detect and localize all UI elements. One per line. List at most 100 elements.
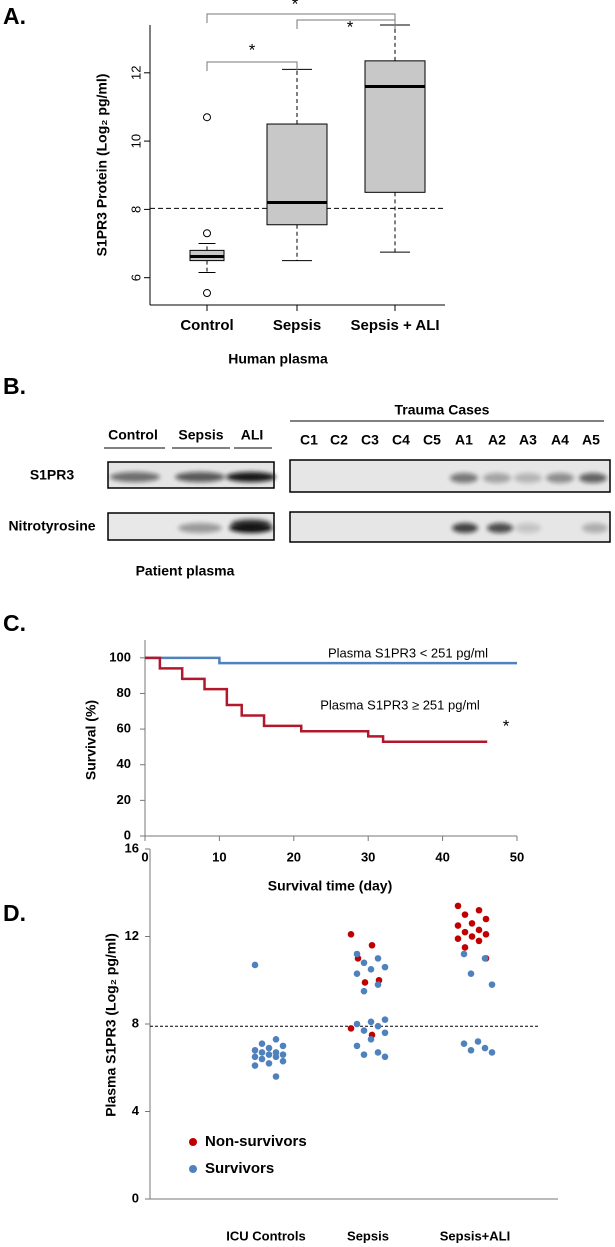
data-point <box>360 1027 368 1034</box>
lane-label: C1 <box>300 432 318 448</box>
significance-bracket <box>206 13 396 23</box>
data-point <box>251 1053 259 1061</box>
data-point <box>475 906 483 914</box>
data-point <box>381 1053 389 1061</box>
blot-band <box>452 523 478 533</box>
significance-bracket <box>296 19 396 29</box>
x-tick-label: 30 <box>361 849 375 864</box>
y-tick-label: 16 <box>125 840 139 855</box>
blot-band <box>110 472 160 482</box>
lane-label: C3 <box>361 432 379 448</box>
x-tick-label: 0 <box>141 849 148 864</box>
data-point <box>454 902 462 910</box>
x-tick-label: 50 <box>510 849 524 864</box>
annotation: * <box>347 17 354 36</box>
blot-band <box>178 523 222 533</box>
x-tick-label: Sepsis + ALI <box>350 317 439 334</box>
blot-band <box>579 473 607 483</box>
y-tick-label: 0 <box>124 827 131 842</box>
data-point <box>353 970 361 977</box>
panel-label: B. <box>3 373 26 399</box>
x-tick-label: Sepsis+ALI <box>440 1228 510 1243</box>
data-point <box>488 1049 496 1056</box>
series-label: Plasma S1PR3 ≥ 251 pg/ml <box>320 697 480 712</box>
data-point <box>468 920 476 927</box>
blot-band <box>226 472 276 482</box>
blot-band <box>546 473 574 483</box>
data-point <box>460 1040 468 1047</box>
data-point <box>454 922 462 929</box>
legend-label: Non-survivors <box>205 1133 307 1150</box>
data-point <box>272 1036 280 1043</box>
lane-label: C5 <box>423 432 441 448</box>
data-point <box>258 1049 266 1056</box>
lane-label: C2 <box>330 432 348 448</box>
x-tick-label: 10 <box>212 849 226 864</box>
data-point <box>381 963 389 971</box>
data-point <box>360 987 368 995</box>
blot-band <box>483 473 511 483</box>
outlier <box>203 289 211 298</box>
box <box>364 60 426 193</box>
lane-label: A4 <box>551 432 569 448</box>
data-point <box>272 1073 280 1080</box>
y-tick-label: 100 <box>109 649 131 664</box>
data-point <box>353 950 361 958</box>
data-point <box>374 1022 382 1030</box>
y-tick-label: 6 <box>128 274 143 281</box>
lane-label: A2 <box>488 432 506 448</box>
blot-band <box>450 473 478 483</box>
lane-label: C4 <box>392 432 410 448</box>
y-tick-label: 20 <box>117 792 131 807</box>
data-point <box>367 1036 375 1043</box>
data-point <box>481 955 489 962</box>
legend-marker <box>189 1138 197 1146</box>
outlier <box>203 113 211 122</box>
data-point <box>461 928 469 936</box>
data-point <box>360 959 368 967</box>
row-label: S1PR3 <box>30 467 75 483</box>
data-point <box>353 1042 361 1050</box>
data-point <box>258 1055 266 1063</box>
blot-band <box>487 523 513 533</box>
blot-band <box>175 472 225 482</box>
panel-label: A. <box>3 3 26 29</box>
annotation: * <box>249 40 256 59</box>
y-axis-label: S1PR3 Protein (Log₂ pg/ml) <box>94 74 110 257</box>
blot-band <box>514 473 542 483</box>
data-point <box>367 966 375 973</box>
data-point <box>461 944 469 951</box>
panel-label: D. <box>3 900 26 926</box>
data-point <box>265 1060 273 1067</box>
data-point <box>367 1018 375 1026</box>
x-tick-label: Control <box>180 317 233 334</box>
lane-label: A1 <box>455 432 473 448</box>
data-point <box>347 931 355 938</box>
data-point <box>251 961 259 969</box>
blot-band <box>231 519 271 529</box>
annotation: * <box>503 716 510 735</box>
data-point <box>474 1038 482 1045</box>
data-point <box>265 1044 273 1052</box>
y-tick-label: 12 <box>125 928 139 943</box>
blot-panel <box>289 511 611 543</box>
data-point <box>279 1042 287 1050</box>
y-tick-label: 8 <box>128 206 143 213</box>
data-point <box>279 1051 287 1058</box>
lane-label: A5 <box>582 432 600 448</box>
blot-band <box>515 523 541 533</box>
x-tick-label: Sepsis <box>273 317 321 334</box>
data-point <box>475 926 483 934</box>
legend-label: Survivors <box>205 1160 274 1177</box>
data-point <box>475 937 483 945</box>
data-point <box>251 1046 259 1054</box>
y-axis-label: Plasma S1PR3 (Log₂ pg/ml) <box>103 933 119 1117</box>
lane-label: Control <box>108 427 158 443</box>
survival-line <box>145 656 488 743</box>
x-tick-label: Sepsis <box>347 1228 389 1243</box>
x-tick-label: 20 <box>287 849 301 864</box>
panel-label: C. <box>3 610 26 636</box>
data-point <box>460 950 468 958</box>
series-label: Plasma S1PR3 < 251 pg/ml <box>328 645 488 660</box>
